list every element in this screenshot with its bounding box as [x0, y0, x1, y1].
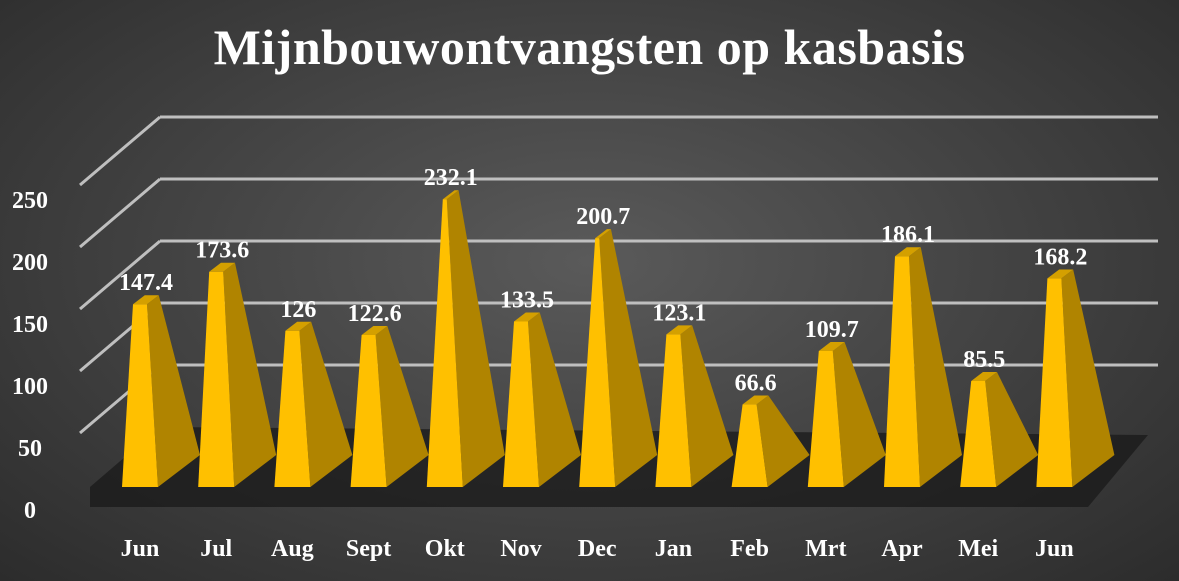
- bar-top-face: [209, 262, 235, 272]
- bar-aug-2: [274, 321, 353, 487]
- x-tick-label: Jul: [200, 536, 232, 562]
- bar-top-face: [1047, 269, 1074, 279]
- x-tick-label: Okt: [425, 536, 465, 562]
- bar-front-face: [884, 256, 920, 487]
- gridline-diagonal: [79, 177, 161, 249]
- x-tick-label: Mei: [958, 536, 998, 562]
- gridline-diagonal: [79, 115, 161, 187]
- bar-feb-8: [731, 395, 810, 487]
- x-tick-label: Jan: [655, 536, 692, 562]
- bar-side-face: [446, 190, 505, 487]
- y-axis-ticks: 0 50 100 150 200 250: [12, 188, 48, 524]
- bar-top-face: [666, 325, 693, 335]
- data-label: 147.4: [119, 270, 173, 296]
- bar-top-face: [595, 229, 611, 239]
- bar-jan-7: [655, 325, 734, 487]
- bar-side-face: [832, 342, 886, 487]
- data-labels: 147.4 173.6 126 122.6 232.1 133.5 200.7 123.1 66…: [119, 165, 1087, 396]
- bar-side-face: [223, 262, 277, 487]
- bar-apr-10: [884, 247, 962, 487]
- x-tick-label: Jun: [121, 536, 160, 562]
- bar-front-face: [960, 380, 997, 487]
- bar-front-face: [655, 334, 692, 487]
- bar-top-face: [971, 372, 997, 381]
- x-tick-label: Feb: [730, 536, 769, 562]
- bar-top-face: [285, 321, 312, 331]
- y-tick-label: 250: [12, 188, 48, 214]
- bar-front-face: [731, 404, 768, 487]
- bar-side-face: [985, 372, 1039, 487]
- bar-mrt-9: [807, 342, 886, 487]
- y-tick-label: 150: [12, 312, 48, 338]
- data-label: 200.7: [576, 204, 630, 230]
- bar-front-face: [274, 330, 311, 487]
- bar-side-face: [528, 312, 581, 487]
- bar-front-face: [198, 271, 235, 487]
- bar-top-face: [442, 190, 459, 200]
- data-label: 133.5: [500, 287, 554, 313]
- bar-mei-11: [960, 372, 1039, 487]
- bar-top-face: [742, 395, 769, 405]
- bar-top-face: [514, 312, 540, 322]
- data-label: 85.5: [963, 347, 1005, 373]
- bar-top-face: [133, 295, 159, 305]
- bar-side-face: [756, 395, 810, 487]
- data-label: 232.1: [424, 165, 478, 191]
- chart-title: Mijnbouwontvangsten op kasbasis: [213, 19, 966, 75]
- bar-side-face: [1061, 269, 1115, 487]
- x-tick-label: Dec: [578, 536, 617, 562]
- data-label: 168.2: [1033, 244, 1087, 270]
- bar-dec-6: [579, 229, 658, 487]
- y-tick-label: 50: [18, 436, 42, 462]
- bar-okt-4: [426, 190, 505, 488]
- data-label: 123.1: [652, 300, 706, 326]
- data-label: 173.6: [195, 238, 249, 264]
- bar-jul-1: [198, 262, 277, 487]
- data-label: 122.6: [348, 301, 402, 327]
- bar-side-face: [299, 321, 353, 487]
- data-label: 109.7: [805, 317, 859, 343]
- x-tick-label: Nov: [500, 536, 541, 562]
- bars: [122, 190, 1115, 488]
- bar-front-face: [579, 238, 616, 487]
- bar-front-face: [426, 199, 463, 488]
- bar-top-face: [361, 326, 388, 335]
- data-label: 126: [280, 297, 316, 323]
- x-tick-label: Mrt: [805, 536, 846, 562]
- y-tick-label: 200: [12, 250, 48, 276]
- bar-side-face: [375, 326, 429, 487]
- bar-nov-5: [503, 312, 581, 487]
- data-label: 186.1: [881, 222, 935, 248]
- bar-front-face: [1036, 278, 1073, 487]
- bar-side-face: [909, 247, 962, 487]
- x-axis-ticks: Jun Jul Aug Sept Okt Nov Dec Jan Feb Mrt Apr Mei Jun: [121, 536, 1074, 562]
- bar-sept-3: [350, 326, 429, 487]
- bar-front-face: [350, 334, 387, 487]
- bar-top-face: [818, 342, 845, 351]
- gridline-diagonal: [79, 239, 161, 311]
- bar-top-face: [895, 247, 921, 257]
- x-tick-label: Apr: [881, 536, 923, 562]
- bar-front-face: [807, 350, 844, 487]
- gridlines: [79, 115, 1158, 435]
- y-tick-label: 100: [12, 374, 48, 400]
- x-tick-label: Aug: [271, 536, 314, 562]
- bar-side-face: [147, 295, 200, 487]
- x-tick-label: Sept: [346, 536, 391, 562]
- x-tick-label: Jun: [1035, 536, 1074, 562]
- bar-front-face: [503, 321, 539, 487]
- y-tick-label: 0: [24, 498, 36, 524]
- data-label: 66.6: [735, 370, 777, 396]
- bar-front-face: [122, 304, 158, 487]
- bar-jun-0: [122, 295, 200, 487]
- bar-side-face: [599, 229, 658, 487]
- bar-side-face: [680, 325, 734, 487]
- bar-jun-12: [1036, 269, 1115, 487]
